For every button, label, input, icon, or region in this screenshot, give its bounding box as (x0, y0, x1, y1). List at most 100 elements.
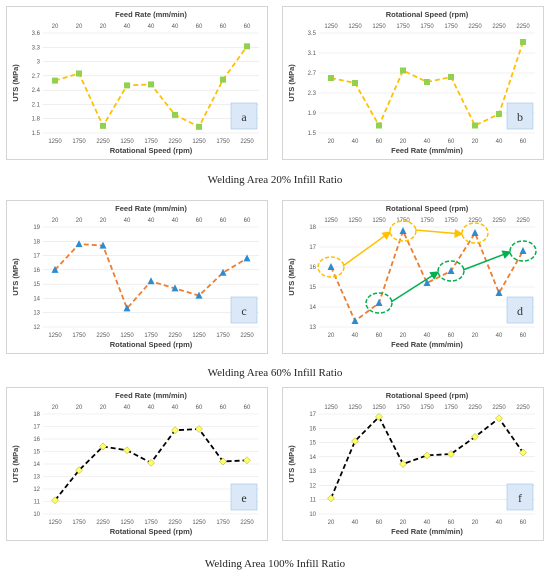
bottom-tick-label: 60 (376, 333, 383, 339)
y-tick-label: 14 (33, 296, 40, 302)
y-tick-label: 3.3 (32, 45, 41, 51)
y-tick-label: 3 (37, 60, 41, 66)
bottom-tick-label: 1250 (48, 139, 62, 145)
trend-arrow (462, 250, 512, 271)
data-point (75, 240, 83, 248)
data-point (171, 426, 179, 435)
y-tick-label: 1.8 (32, 117, 41, 123)
bottom-tick-label: 40 (496, 139, 503, 145)
bottom-tick-label: 40 (424, 520, 431, 526)
data-point (195, 291, 203, 299)
y-tick-label: 17 (309, 412, 316, 418)
top-tick-label: 1250 (372, 405, 386, 411)
y-tick-label: 3.1 (308, 51, 317, 57)
top-tick-label: 1250 (324, 405, 338, 411)
panel-label-box (230, 102, 258, 130)
y-tick-label: 2.4 (32, 88, 41, 94)
y-tick-label: 16 (309, 426, 316, 432)
data-point (496, 111, 502, 117)
bottom-tick-label: 40 (352, 139, 359, 145)
bottom-tick-label: 1750 (72, 139, 86, 145)
bottom-tick-label: 60 (448, 139, 455, 145)
data-point (327, 494, 335, 503)
top-tick-label: 2250 (492, 218, 506, 224)
panel-label-box (230, 296, 258, 324)
data-point (400, 67, 406, 74)
panel-label-box (230, 483, 258, 511)
top-tick-label: 20 (100, 24, 107, 30)
data-point (327, 263, 335, 270)
top-tick-label: 40 (172, 24, 179, 30)
bottom-tick-label: 2250 (96, 520, 110, 526)
y-axis-label: UTS (MPa) (287, 258, 296, 296)
bottom-tick-label: 1750 (144, 333, 158, 339)
bottom-tick-label: 20 (472, 333, 479, 339)
bottom-tick-label: 2250 (168, 520, 182, 526)
chart-panel-a: 1.5 1.8 2.1 2.4 2.7 3 3.3 3.6 20 20 20 40 40 40 60 60 60… (6, 6, 268, 160)
top-tick-label: 40 (124, 24, 131, 30)
top-tick-label: 60 (196, 218, 203, 224)
top-tick-label: 60 (220, 218, 227, 224)
data-point (244, 43, 250, 50)
top-tick-label: 2250 (516, 24, 530, 30)
caption-row1: Welding Area 20% Infill Ratio (207, 174, 343, 186)
highlight-circle (365, 292, 393, 314)
data-point (51, 265, 59, 273)
top-tick-label: 20 (52, 24, 59, 30)
y-tick-label: 18 (309, 225, 316, 231)
bottom-tick-label: 60 (520, 139, 527, 145)
bottom-tick-label: 20 (328, 333, 335, 339)
bottom-tick-label: 20 (328, 520, 335, 526)
top-tick-label: 1250 (348, 218, 362, 224)
bottom-tick-label: 20 (400, 333, 407, 339)
data-point (423, 279, 431, 286)
panel-label-box (506, 102, 534, 130)
panel-label-box (506, 296, 534, 324)
top-tick-label: 2250 (468, 218, 482, 224)
bottom-tick-label: 60 (376, 139, 383, 145)
bottom-tick-label: 40 (352, 333, 359, 339)
x-axis-label: Rotational Speed (rpm) (110, 146, 193, 155)
bottom-tick-label: 1750 (216, 139, 230, 145)
bottom-tick-label: 1750 (216, 520, 230, 526)
y-tick-label: 10 (309, 512, 316, 518)
bottom-tick-label: 1750 (144, 520, 158, 526)
top-tick-label: 1250 (372, 24, 386, 30)
series-line (330, 415, 524, 499)
bottom-tick-label: 60 (448, 333, 455, 339)
top-tick-label: 1750 (444, 24, 458, 30)
y-tick-label: 15 (33, 450, 40, 456)
top-tick-label: 20 (100, 218, 107, 224)
panel-label: d (517, 304, 523, 318)
bottom-tick-label: 1250 (192, 139, 206, 145)
bottom-tick-label: 2250 (96, 139, 110, 145)
data-point (399, 227, 407, 234)
chart-panel-b: 1.5 1.9 2.3 2.7 3.1 3.5 1250 1250 1250 1750 1750 17… (282, 6, 544, 160)
top-tick-label: 1250 (324, 218, 338, 224)
data-point (123, 446, 131, 455)
data-point (423, 451, 431, 460)
data-point (147, 458, 155, 467)
chart-panel-f: 10 11 12 13 14 15 16 17 1250 1250 1250 1750 1750 1750… (282, 387, 544, 541)
bottom-tick-label: 1250 (120, 520, 134, 526)
y-tick-label: 13 (309, 325, 316, 331)
chart-title: Feed Rate (mm/min) (115, 204, 187, 213)
y-tick-label: 15 (33, 282, 40, 288)
chart-title: Rotational Speed (rpm) (386, 204, 469, 213)
bottom-tick-label: 1250 (48, 520, 62, 526)
top-tick-label: 20 (76, 24, 83, 30)
top-tick-label: 20 (76, 405, 83, 411)
top-tick-label: 40 (172, 218, 179, 224)
data-point (124, 82, 130, 89)
caption-row2: Welding Area 60% Infill Ratio (207, 367, 343, 379)
y-tick-label: 17 (33, 254, 40, 260)
data-point (75, 466, 83, 475)
data-point (376, 122, 382, 129)
panel-label: b (517, 110, 523, 124)
y-tick-label: 17 (33, 425, 40, 431)
panel-label: a (241, 110, 247, 124)
top-tick-label: 60 (244, 24, 251, 30)
chart-title: Feed Rate (mm/min) (115, 10, 187, 19)
top-tick-label: 1750 (420, 218, 434, 224)
